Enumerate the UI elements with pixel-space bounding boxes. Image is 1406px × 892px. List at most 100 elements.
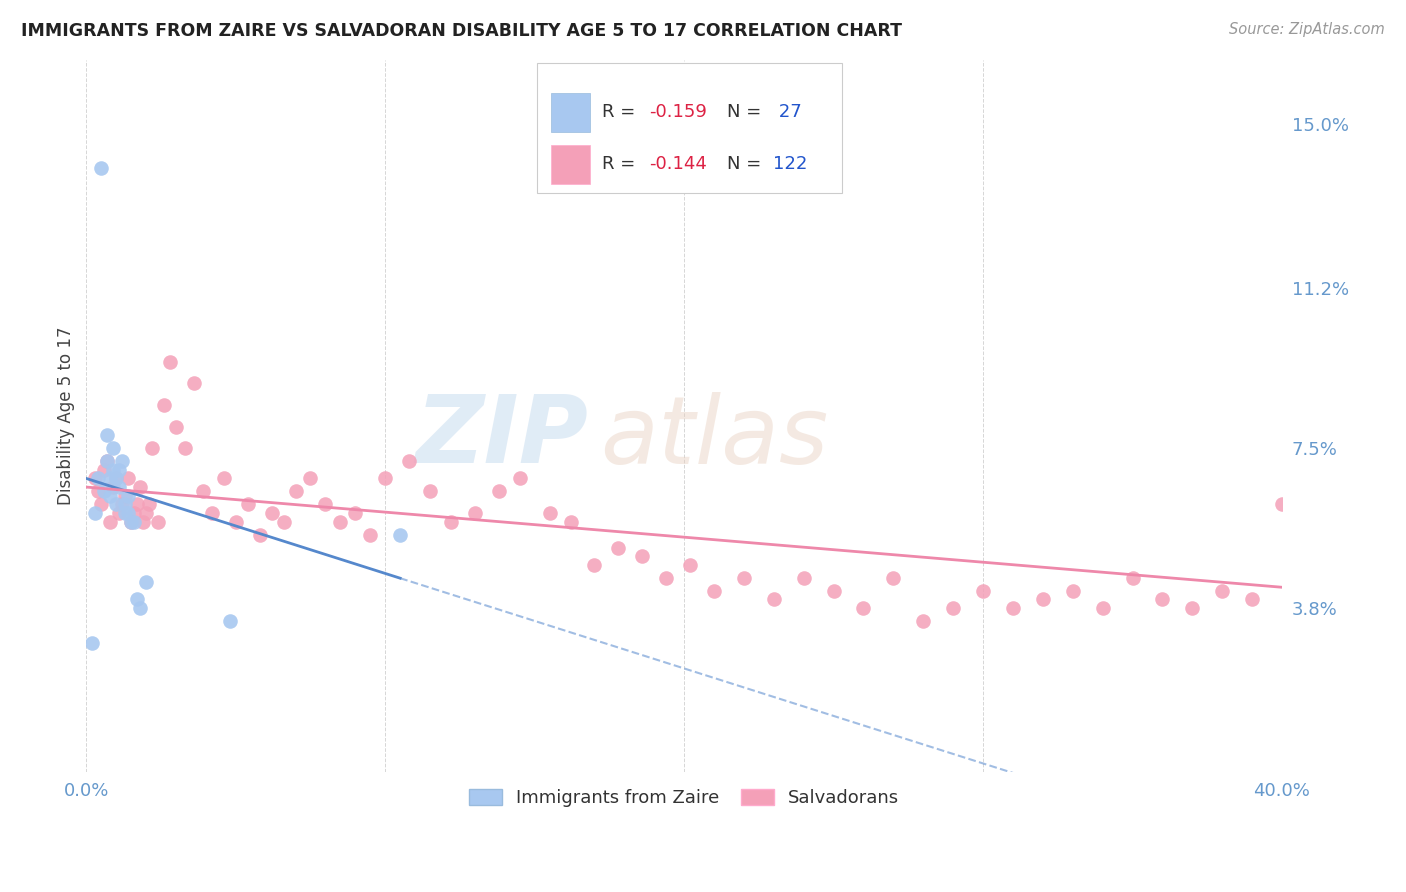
FancyBboxPatch shape — [551, 145, 589, 184]
Point — [607, 541, 630, 555]
Point — [129, 601, 152, 615]
Point — [105, 497, 128, 511]
Point — [631, 549, 654, 564]
Point — [359, 527, 381, 541]
Point — [111, 497, 134, 511]
FancyBboxPatch shape — [551, 93, 589, 132]
Point — [440, 515, 463, 529]
Text: R =: R = — [602, 155, 641, 173]
Point — [117, 471, 139, 485]
Point — [509, 471, 531, 485]
Text: -0.159: -0.159 — [650, 103, 707, 121]
Point — [120, 515, 142, 529]
Point — [105, 471, 128, 485]
Point — [299, 471, 322, 485]
Point — [1062, 583, 1084, 598]
Point — [174, 441, 197, 455]
Point — [1241, 592, 1264, 607]
Point — [218, 614, 240, 628]
Legend: Immigrants from Zaire, Salvadorans: Immigrants from Zaire, Salvadorans — [460, 780, 908, 816]
Point — [84, 471, 107, 485]
Point — [127, 497, 149, 511]
Point — [273, 515, 295, 529]
Point — [419, 484, 441, 499]
Text: -0.144: -0.144 — [650, 155, 707, 173]
Point — [852, 601, 875, 615]
Point — [464, 506, 486, 520]
Text: N =: N = — [727, 103, 768, 121]
Point — [733, 571, 755, 585]
Point — [389, 527, 412, 541]
Point — [105, 471, 128, 485]
Text: IMMIGRANTS FROM ZAIRE VS SALVADORAN DISABILITY AGE 5 TO 17 CORRELATION CHART: IMMIGRANTS FROM ZAIRE VS SALVADORAN DISA… — [21, 22, 903, 40]
Point — [114, 506, 136, 520]
Point — [583, 558, 606, 572]
Point — [762, 592, 785, 607]
Point — [249, 527, 271, 541]
Point — [329, 515, 352, 529]
Point — [972, 583, 994, 598]
Point — [191, 484, 214, 499]
Point — [183, 376, 205, 391]
Point — [260, 506, 283, 520]
Point — [96, 428, 118, 442]
Point — [793, 571, 815, 585]
Point — [84, 506, 107, 520]
Point — [87, 471, 110, 485]
Point — [103, 441, 125, 455]
Point — [138, 497, 160, 511]
Point — [679, 558, 702, 572]
Point — [1152, 592, 1174, 607]
Point — [1032, 592, 1054, 607]
Point — [655, 571, 678, 585]
Point — [159, 355, 181, 369]
Point — [114, 489, 136, 503]
Point — [1091, 601, 1114, 615]
Point — [225, 515, 247, 529]
Y-axis label: Disability Age 5 to 17: Disability Age 5 to 17 — [58, 326, 75, 505]
Point — [398, 454, 420, 468]
Point — [153, 398, 176, 412]
Point — [1001, 601, 1024, 615]
Text: 27: 27 — [773, 103, 801, 121]
Text: ZIP: ZIP — [416, 392, 589, 483]
Point — [96, 454, 118, 468]
Point — [108, 480, 131, 494]
Point — [96, 454, 118, 468]
Point — [314, 497, 336, 511]
Point — [135, 575, 157, 590]
Point — [93, 484, 115, 499]
Point — [1271, 497, 1294, 511]
Point — [212, 471, 235, 485]
Point — [135, 506, 157, 520]
Point — [122, 515, 145, 529]
Point — [82, 635, 104, 649]
Text: 122: 122 — [773, 155, 807, 173]
Point — [98, 515, 121, 529]
Point — [374, 471, 396, 485]
Point — [129, 480, 152, 494]
Point — [146, 515, 169, 529]
Point — [1121, 571, 1143, 585]
Text: atlas: atlas — [600, 392, 828, 483]
Point — [108, 463, 131, 477]
Text: R =: R = — [602, 103, 641, 121]
Point — [98, 489, 121, 503]
Point — [93, 463, 115, 477]
Point — [236, 497, 259, 511]
FancyBboxPatch shape — [537, 63, 842, 193]
Point — [1181, 601, 1204, 615]
Point — [344, 506, 367, 520]
Point — [201, 506, 224, 520]
Point — [90, 161, 112, 175]
Point — [1211, 583, 1233, 598]
Point — [823, 583, 845, 598]
Point — [560, 515, 582, 529]
Point — [912, 614, 935, 628]
Point — [122, 506, 145, 520]
Point — [127, 592, 149, 607]
Point — [108, 506, 131, 520]
Point — [117, 506, 139, 520]
Point — [117, 489, 139, 503]
Point — [111, 454, 134, 468]
